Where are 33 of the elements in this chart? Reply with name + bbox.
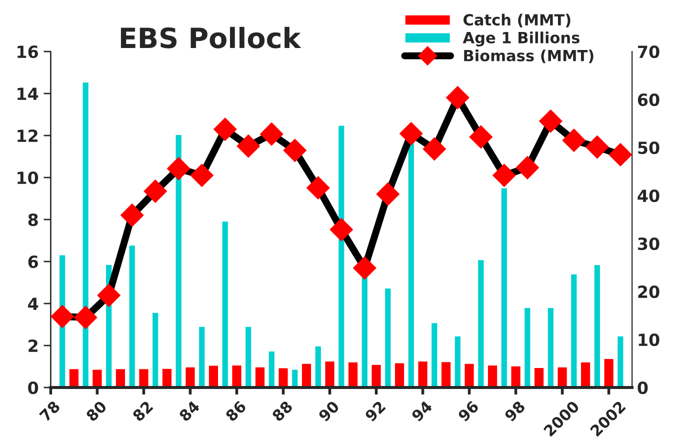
x-tick-label: 78: [38, 400, 61, 422]
x-tick-label: 82: [132, 400, 154, 422]
y2-tick-label: 40: [638, 189, 660, 202]
y2-tick-label: 0: [638, 381, 648, 394]
y-tick-label: 16: [18, 46, 38, 58]
y-tick-label: 0: [28, 381, 38, 394]
chart-title: EBS Pollock: [120, 26, 302, 48]
legend-label: Catch (MMT): [464, 14, 570, 28]
y2-tick-label: 60: [638, 93, 660, 106]
x-tick-label: 92: [364, 400, 386, 422]
x-tick-label: 96: [457, 400, 480, 422]
y2-tick-label: 10: [638, 333, 660, 346]
x-tick-label: 80: [85, 400, 108, 422]
x-tick-label: 94: [410, 400, 433, 422]
y2-tick-label: 20: [638, 285, 660, 298]
y-tick-label: 4: [28, 298, 38, 310]
x-tick-label: 88: [271, 400, 294, 422]
y-tick-label: 8: [28, 213, 38, 226]
y2-tick-label: 50: [638, 141, 660, 154]
x-tick-label: 84: [178, 400, 200, 422]
bar: [616, 334, 625, 388]
y-tick-label: 6: [28, 256, 38, 268]
y2-tick-label: 70: [638, 45, 660, 58]
x-tick-label: 90: [318, 400, 340, 422]
legend-label: Age 1 Billions: [462, 32, 580, 46]
y-tick-label: 2: [28, 339, 38, 352]
x-tick-label: 86: [224, 400, 247, 422]
y-tick-label: 14: [18, 88, 38, 100]
y2-tick-label: 30: [638, 237, 660, 250]
y-tick-label: 10: [18, 171, 38, 184]
legend-label: Biomass (MMT): [464, 50, 594, 64]
y-tick-label: 12: [18, 129, 38, 142]
x-tick-label: 98: [504, 400, 526, 422]
